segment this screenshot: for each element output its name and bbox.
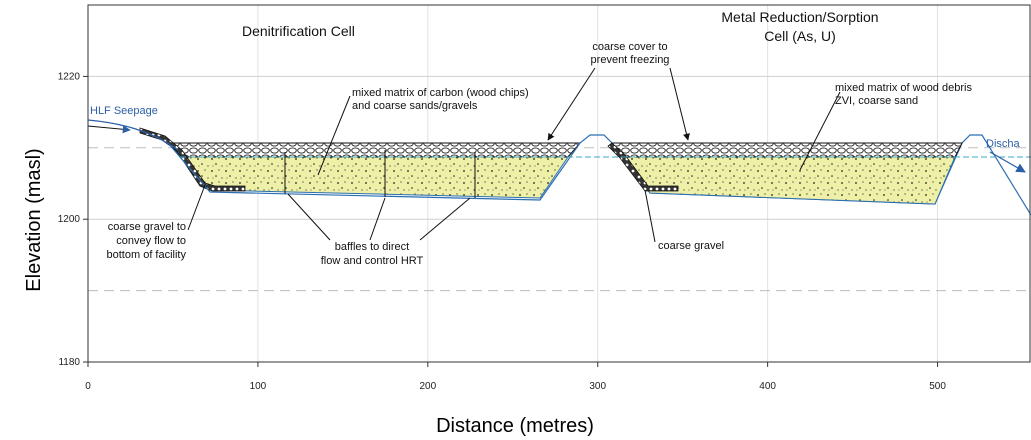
cell-title: Denitrification Cell [242, 23, 355, 39]
annotation: ZVI, coarse sand [835, 95, 918, 107]
baffles [284, 150, 476, 198]
gravel-drain [607, 142, 679, 192]
cover-layer [169, 142, 582, 158]
x-tick-label: 300 [589, 381, 606, 392]
y-tick-label: 1180 [58, 357, 80, 368]
discharge-arrow [989, 151, 1026, 173]
annotation: convey flow to [116, 235, 186, 247]
seepage-arrow [87, 125, 131, 134]
annotation: bottom of facility [107, 249, 187, 261]
annotation: coarse cover to [592, 41, 667, 53]
axes: 0 100 200 300 400 500 1180 1200 1220 [58, 4, 1031, 392]
cell-title: Cell (As, U) [764, 28, 836, 44]
y-tick-label: 1200 [58, 214, 81, 225]
annotation: coarse gravel to [108, 221, 186, 233]
x-tick-label: 500 [929, 381, 946, 392]
leader [547, 67, 596, 141]
leader [799, 91, 841, 171]
annotation: and coarse sands/gravels [352, 100, 478, 112]
cell-title: Metal Reduction/Sorption [721, 9, 878, 25]
cover-layer [611, 142, 963, 158]
x-axis-label: Distance (metres) [436, 415, 594, 437]
leader [187, 184, 206, 231]
annotation: flow and control HRT [321, 255, 424, 267]
x-tick-label: 200 [419, 381, 436, 392]
annotation: mixed matrix of carbon (wood chips) [352, 87, 529, 99]
annotation: mixed matrix of wood debris [835, 82, 972, 94]
leader [669, 67, 690, 141]
annotation: coarse gravel [658, 240, 724, 252]
x-tick-label: 100 [250, 381, 267, 392]
annotation: baffles to direct [335, 241, 409, 253]
y-tick-label: 1220 [58, 71, 81, 82]
annotation: prevent freezing [591, 54, 670, 66]
plot-frame [87, 4, 1031, 363]
x-tick-label: 400 [759, 381, 776, 392]
leader [644, 189, 656, 243]
annotation: HLF Seepage [90, 105, 158, 117]
cell-fill [620, 156, 956, 205]
leader [317, 95, 351, 176]
annotation: Discha [986, 138, 1021, 150]
y-axis-label: Elevation (masl) [23, 148, 45, 291]
leader [287, 193, 471, 241]
cell-fill [178, 156, 569, 199]
x-tick-label: 0 [85, 381, 91, 392]
seepage-line [87, 119, 179, 151]
